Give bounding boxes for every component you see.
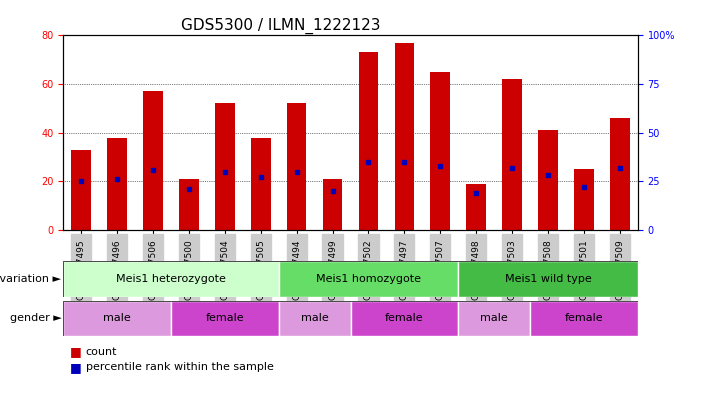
Text: female: female: [565, 313, 604, 323]
Bar: [538, 130, 558, 230]
Bar: [458, 301, 530, 336]
Bar: [503, 79, 522, 230]
Bar: [395, 43, 414, 230]
Text: gender ►: gender ►: [10, 313, 61, 323]
Bar: [278, 261, 458, 297]
Text: male: male: [480, 313, 508, 323]
Text: female: female: [205, 313, 244, 323]
Bar: [215, 103, 235, 230]
Bar: [287, 103, 306, 230]
Bar: [458, 261, 638, 297]
Text: GDS5300 / ILMN_1222123: GDS5300 / ILMN_1222123: [181, 18, 380, 34]
Bar: [322, 179, 342, 230]
Bar: [350, 301, 458, 336]
Bar: [179, 179, 198, 230]
Bar: [143, 91, 163, 230]
Text: male: male: [103, 313, 131, 323]
Bar: [359, 52, 379, 230]
Text: Meis1 wild type: Meis1 wild type: [505, 274, 592, 284]
Text: percentile rank within the sample: percentile rank within the sample: [86, 362, 273, 373]
Text: count: count: [86, 347, 117, 357]
Bar: [430, 72, 450, 230]
Text: Meis1 homozygote: Meis1 homozygote: [316, 274, 421, 284]
Bar: [63, 261, 278, 297]
Bar: [530, 301, 638, 336]
Bar: [171, 301, 278, 336]
Bar: [72, 150, 91, 230]
Bar: [610, 118, 629, 230]
Bar: [107, 138, 127, 230]
Text: ■: ■: [70, 361, 86, 374]
Bar: [574, 169, 594, 230]
Bar: [63, 301, 171, 336]
Bar: [251, 138, 271, 230]
Bar: [466, 184, 486, 230]
Text: ■: ■: [70, 345, 86, 358]
Text: Meis1 heterozygote: Meis1 heterozygote: [116, 274, 226, 284]
Bar: [278, 301, 350, 336]
Text: male: male: [301, 313, 329, 323]
Text: genotype/variation ►: genotype/variation ►: [0, 274, 61, 284]
Text: female: female: [385, 313, 423, 323]
